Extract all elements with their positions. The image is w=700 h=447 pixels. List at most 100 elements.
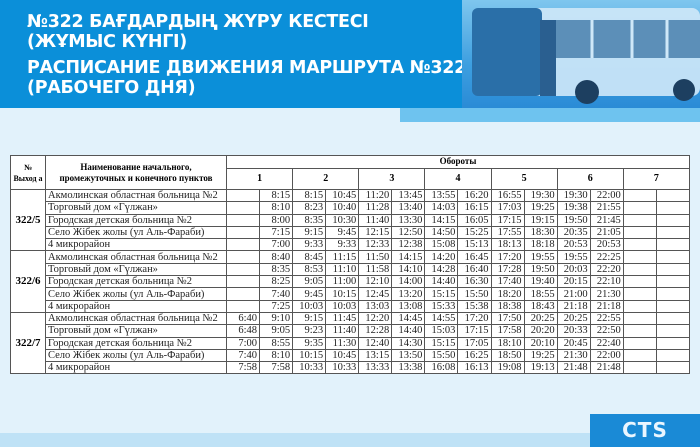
time-cell: 9:10 — [259, 311, 294, 326]
exit-id: 322/7 — [10, 311, 46, 375]
time-cell — [655, 238, 691, 252]
time-cell — [225, 250, 261, 264]
time-cell: 19:30 — [556, 188, 591, 203]
time-cell: 11:50 — [358, 250, 393, 264]
time-cell: 17:03 — [490, 201, 525, 215]
time-cell: 9:05 — [292, 275, 327, 289]
time-cell: 12:45 — [358, 287, 393, 301]
time-cell: 17:20 — [490, 250, 525, 264]
time-cell: 19:38 — [556, 201, 591, 215]
time-cell: 15:03 — [424, 324, 459, 338]
stop-name: Село Жібек жолы (ул Аль-Фараби) — [45, 348, 227, 363]
time-cell: 21:48 — [556, 361, 591, 375]
time-cell — [655, 275, 691, 289]
time-cell: 20:25 — [523, 311, 558, 326]
stop-name: 4 микрорайон — [45, 238, 227, 252]
cts-logo: CTS — [590, 414, 700, 447]
time-cell: 8:55 — [259, 336, 294, 350]
stop-name: 4 микрорайон — [45, 299, 227, 313]
bus-photo — [462, 0, 700, 108]
time-cell: 11:28 — [358, 201, 393, 215]
time-cell: 20:53 — [589, 238, 624, 252]
time-cell: 8:35 — [259, 262, 294, 277]
time-cell: 15:50 — [424, 348, 459, 363]
time-cell — [655, 336, 691, 350]
time-cell: 9:05 — [259, 324, 294, 338]
time-cell — [655, 262, 691, 277]
time-cell: 8:15 — [292, 188, 327, 203]
table-row: Торговый дом «Гүлжан» 8:10 8:23 10:40 11:28 1… — [11, 201, 691, 215]
table-row: Городская детская больница №2 8:25 9:05 11:… — [11, 275, 691, 289]
time-cell — [225, 287, 261, 301]
time-cell: 7:00 — [259, 238, 294, 252]
time-cell: 16:25 — [457, 348, 492, 363]
time-cell: 16:20 — [457, 188, 492, 203]
time-cell: 14:45 — [391, 311, 426, 326]
time-cell: 8:35 — [292, 213, 327, 227]
time-cell — [622, 238, 657, 252]
time-cell: 19:30 — [523, 188, 558, 203]
time-cell: 8:15 — [259, 188, 294, 203]
time-cell: 6:40 — [225, 311, 261, 326]
stop-name: Акмолинская областная больница №2 — [45, 311, 227, 326]
time-cell: 21:00 — [556, 287, 591, 301]
stop-name: Акмолинская областная больница №2 — [45, 188, 227, 203]
time-cell — [655, 324, 691, 338]
time-cell: 22:25 — [589, 250, 624, 264]
table-row: Городская детская больница №2 7:00 8:55 9:3… — [11, 336, 691, 350]
table-row: 4 микрорайон 7:00 9:33 9:33 12:33 12:38 15:08 1… — [11, 238, 691, 252]
time-cell: 14:03 — [424, 201, 459, 215]
time-cell: 13:55 — [424, 188, 459, 203]
time-cell: 12:38 — [391, 238, 426, 252]
time-cell: 21:30 — [589, 287, 624, 301]
time-cell: 12:28 — [358, 324, 393, 338]
time-cell: 20:20 — [523, 324, 558, 338]
time-cell: 9:15 — [292, 225, 327, 240]
time-cell: 11:40 — [325, 324, 360, 338]
time-cell — [622, 275, 657, 289]
time-cell — [655, 225, 691, 240]
time-cell: 16:13 — [457, 361, 492, 375]
time-cell: 20:33 — [556, 324, 591, 338]
title-ru-line1: РАСПИСАНИЕ ДВИЖЕНИЯ МАРШРУТА №322 — [27, 58, 467, 78]
time-cell: 12:10 — [358, 275, 393, 289]
exit-id: 322/6 — [10, 250, 46, 313]
stop-name: Село Жібек жолы (ул Аль-Фараби) — [45, 225, 227, 240]
time-cell: 20:53 — [556, 238, 591, 252]
time-cell: 9:15 — [292, 311, 327, 326]
schedule-table: № Выход а Наименование начального, проме… — [10, 155, 691, 375]
time-cell: 10:45 — [325, 188, 360, 203]
time-cell: 15:15 — [424, 287, 459, 301]
stop-name: Акмолинская областная больница №2 — [45, 250, 227, 264]
footer-strip — [0, 433, 590, 447]
header-banner: №322 БАҒДАРДЫҢ ЖҮРУ КЕСТЕСІ (ЖҰМЫС КҮНГІ… — [0, 0, 470, 108]
time-cell: 6:48 — [225, 324, 261, 338]
time-cell: 18:38 — [490, 299, 525, 313]
title-ru-line2: (РАБОЧЕГО ДНЯ) — [27, 78, 196, 98]
time-cell — [655, 299, 691, 313]
time-cell: 22:55 — [589, 311, 624, 326]
time-cell: 12:15 — [358, 225, 393, 240]
time-cell: 9:33 — [325, 238, 360, 252]
time-cell — [225, 275, 261, 289]
time-cell: 11:30 — [325, 336, 360, 350]
time-cell: 15:33 — [424, 299, 459, 313]
time-cell — [225, 225, 261, 240]
time-cell: 8:40 — [259, 250, 294, 264]
time-cell: 14:50 — [424, 225, 459, 240]
time-cell — [225, 262, 261, 277]
time-cell — [225, 213, 261, 227]
time-cell — [655, 348, 691, 363]
time-cell: 20:10 — [523, 336, 558, 350]
time-cell: 10:33 — [292, 361, 327, 375]
time-cell: 20:15 — [556, 275, 591, 289]
table-row: 322/6 Акмолинская областная больница №2 8:… — [10, 250, 691, 313]
time-cell: 12:33 — [358, 238, 393, 252]
turn-header: 7 — [622, 167, 691, 191]
time-cell — [622, 250, 657, 264]
time-cell: 21:45 — [589, 213, 624, 227]
time-cell: 16:15 — [457, 201, 492, 215]
title-kz-line2: (ЖҰМЫС КҮНГІ) — [27, 32, 187, 52]
time-cell: 21:30 — [556, 348, 591, 363]
time-cell: 16:55 — [490, 188, 525, 203]
